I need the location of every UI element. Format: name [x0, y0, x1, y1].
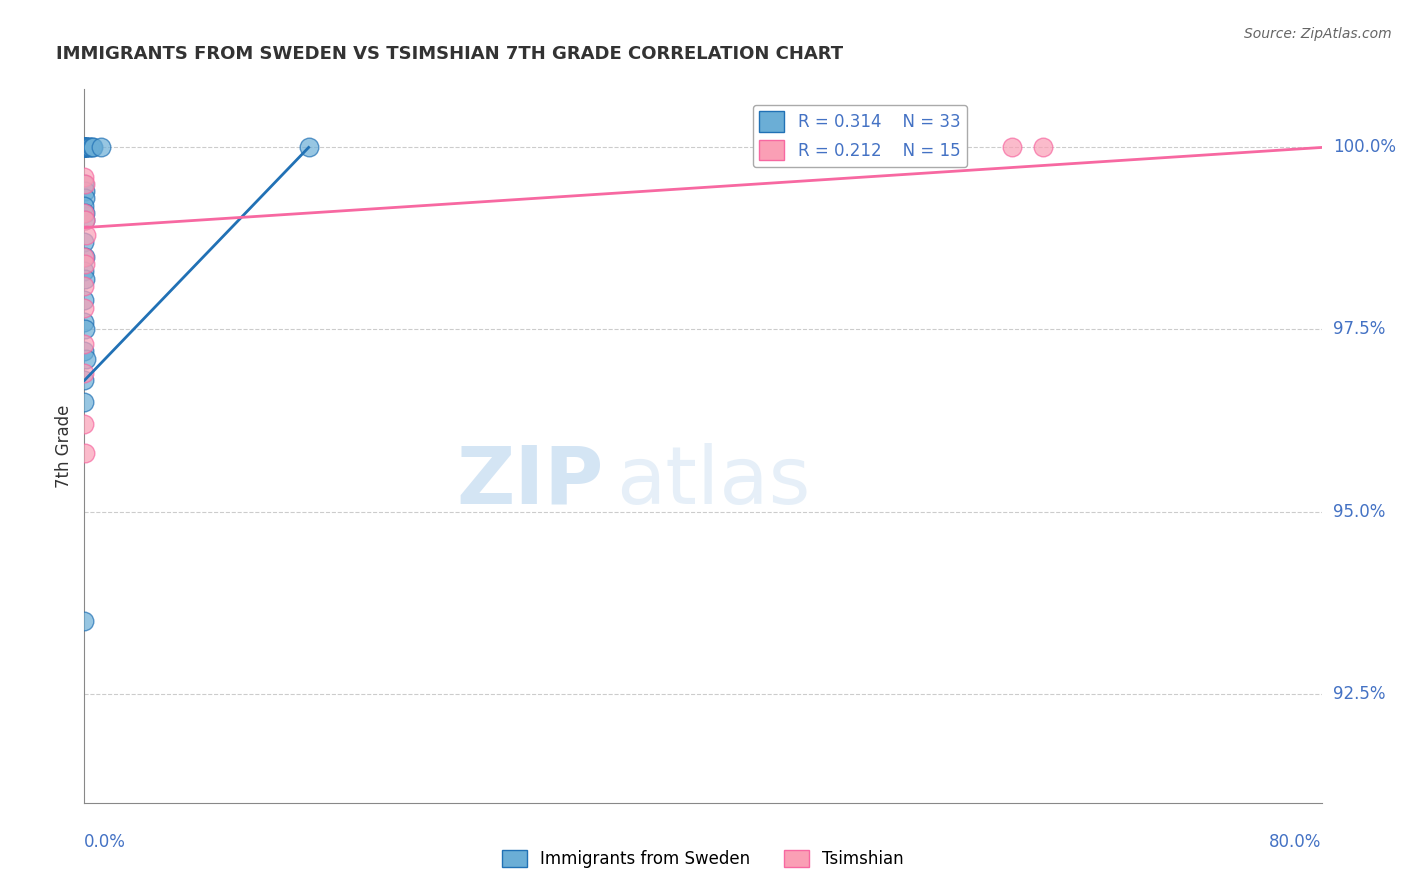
Text: 97.5%: 97.5%	[1333, 320, 1385, 338]
Point	[75, 213, 97, 227]
Point	[73, 206, 96, 220]
Point	[75, 322, 97, 336]
Point	[75, 140, 97, 154]
Point	[76, 140, 98, 154]
Point	[73, 374, 96, 388]
Point	[75, 206, 97, 220]
Point	[73, 417, 96, 432]
Point	[75, 140, 97, 154]
Point	[77, 140, 100, 154]
Point	[73, 140, 96, 154]
Point	[1001, 140, 1024, 154]
Point	[75, 213, 97, 227]
Point	[73, 293, 96, 308]
Point	[75, 227, 97, 242]
Point	[73, 169, 96, 184]
Point	[75, 257, 97, 271]
Point	[75, 446, 97, 460]
Point	[75, 351, 97, 366]
Text: IMMIGRANTS FROM SWEDEN VS TSIMSHIAN 7TH GRADE CORRELATION CHART: IMMIGRANTS FROM SWEDEN VS TSIMSHIAN 7TH …	[56, 45, 844, 62]
Text: 95.0%: 95.0%	[1333, 502, 1385, 521]
Point	[73, 337, 96, 351]
Point	[82, 140, 104, 154]
Legend: Immigrants from Sweden, Tsimshian: Immigrants from Sweden, Tsimshian	[495, 843, 911, 875]
Point	[75, 271, 97, 285]
Point	[82, 140, 104, 154]
Point	[75, 140, 97, 154]
Text: 92.5%: 92.5%	[1333, 684, 1385, 703]
Point	[73, 199, 96, 213]
Point	[75, 191, 97, 205]
Y-axis label: 7th Grade: 7th Grade	[55, 404, 73, 488]
Point	[75, 250, 97, 264]
Point	[73, 250, 96, 264]
Point	[73, 177, 96, 191]
Point	[73, 366, 96, 380]
Point	[73, 140, 96, 154]
Point	[73, 140, 96, 154]
Point	[298, 140, 321, 154]
Text: ZIP: ZIP	[457, 442, 605, 521]
Text: 80.0%: 80.0%	[1270, 833, 1322, 851]
Point	[73, 264, 96, 278]
Text: atlas: atlas	[616, 442, 811, 521]
Point	[75, 184, 97, 198]
Legend: R = 0.314    N = 33, R = 0.212    N = 15: R = 0.314 N = 33, R = 0.212 N = 15	[752, 104, 967, 167]
Point	[75, 177, 97, 191]
Point	[73, 315, 96, 329]
Text: 0.0%: 0.0%	[84, 833, 127, 851]
Point	[73, 614, 96, 628]
Point	[73, 140, 96, 154]
Point	[73, 278, 96, 293]
Point	[79, 140, 101, 154]
Point	[73, 344, 96, 359]
Text: Source: ZipAtlas.com: Source: ZipAtlas.com	[1244, 27, 1392, 41]
Point	[90, 140, 112, 154]
Point	[1032, 140, 1054, 154]
Point	[73, 395, 96, 409]
Text: 100.0%: 100.0%	[1333, 138, 1396, 156]
Point	[73, 301, 96, 315]
Point	[73, 235, 96, 249]
Point	[73, 140, 96, 154]
